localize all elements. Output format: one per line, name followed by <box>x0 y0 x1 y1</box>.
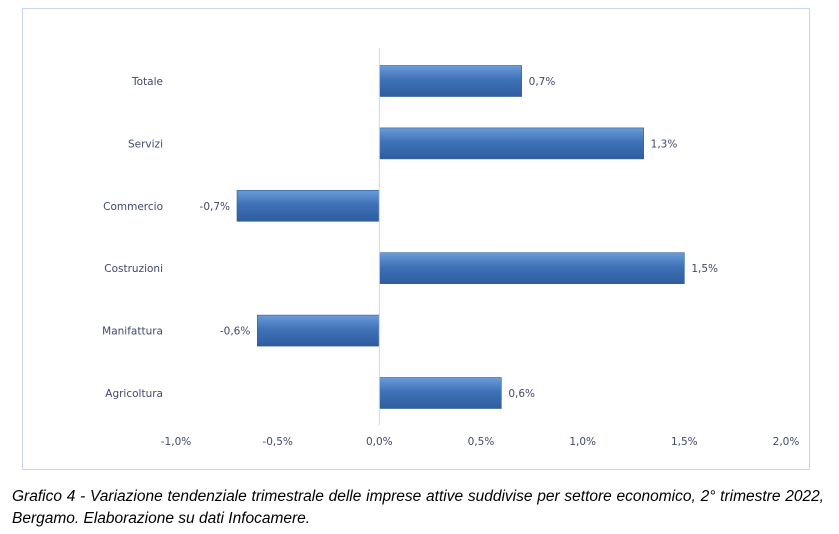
x-tick-label: 1,5% <box>671 436 698 448</box>
bar-servizi <box>379 127 644 160</box>
category-label-agricoltura: Agricoltura <box>105 388 163 400</box>
bar-agricoltura <box>379 377 502 409</box>
category-labels: Totale Servizi Commercio Costruzioni Manifat… <box>102 76 163 400</box>
bar-totale <box>379 65 522 97</box>
data-label-costruzioni: 1,5% <box>691 263 718 275</box>
bar-commercio <box>236 190 380 222</box>
bar-manifattura <box>257 314 380 347</box>
x-tick-label: 1,0% <box>569 436 596 448</box>
x-tick-label: -1,0% <box>161 436 191 448</box>
x-tick-labels: -1,0% -0,5% 0,0% 0,5% 1,0% 1,5% 2,0% <box>161 436 800 448</box>
data-label-commercio: -0,7% <box>200 201 230 213</box>
category-label-manifattura: Manifattura <box>102 326 163 338</box>
bar-costruzioni <box>379 252 685 284</box>
bars-layer <box>236 65 685 409</box>
figure-caption: Grafico 4 - Variazione tendenziale trime… <box>12 488 824 527</box>
data-labels: 0,7% 1,3% -0,7% 1,5% -0,6% 0,6% <box>200 76 719 400</box>
category-label-totale: Totale <box>131 76 163 88</box>
data-label-agricoltura: 0,6% <box>508 388 535 400</box>
x-tick-label: 2,0% <box>773 436 800 448</box>
category-label-commercio: Commercio <box>103 201 163 213</box>
category-label-costruzioni: Costruzioni <box>104 263 163 275</box>
x-tick-label: 0,5% <box>468 436 495 448</box>
bar-chart: Totale Servizi Commercio Costruzioni Manifat… <box>102 48 800 448</box>
data-label-totale: 0,7% <box>529 76 556 88</box>
category-label-servizi: Servizi <box>128 138 163 150</box>
data-label-servizi: 1,3% <box>651 138 678 150</box>
x-tick-label: 0,0% <box>366 436 393 448</box>
x-tick-label: -0,5% <box>262 436 292 448</box>
data-label-manifattura: -0,6% <box>220 326 250 338</box>
